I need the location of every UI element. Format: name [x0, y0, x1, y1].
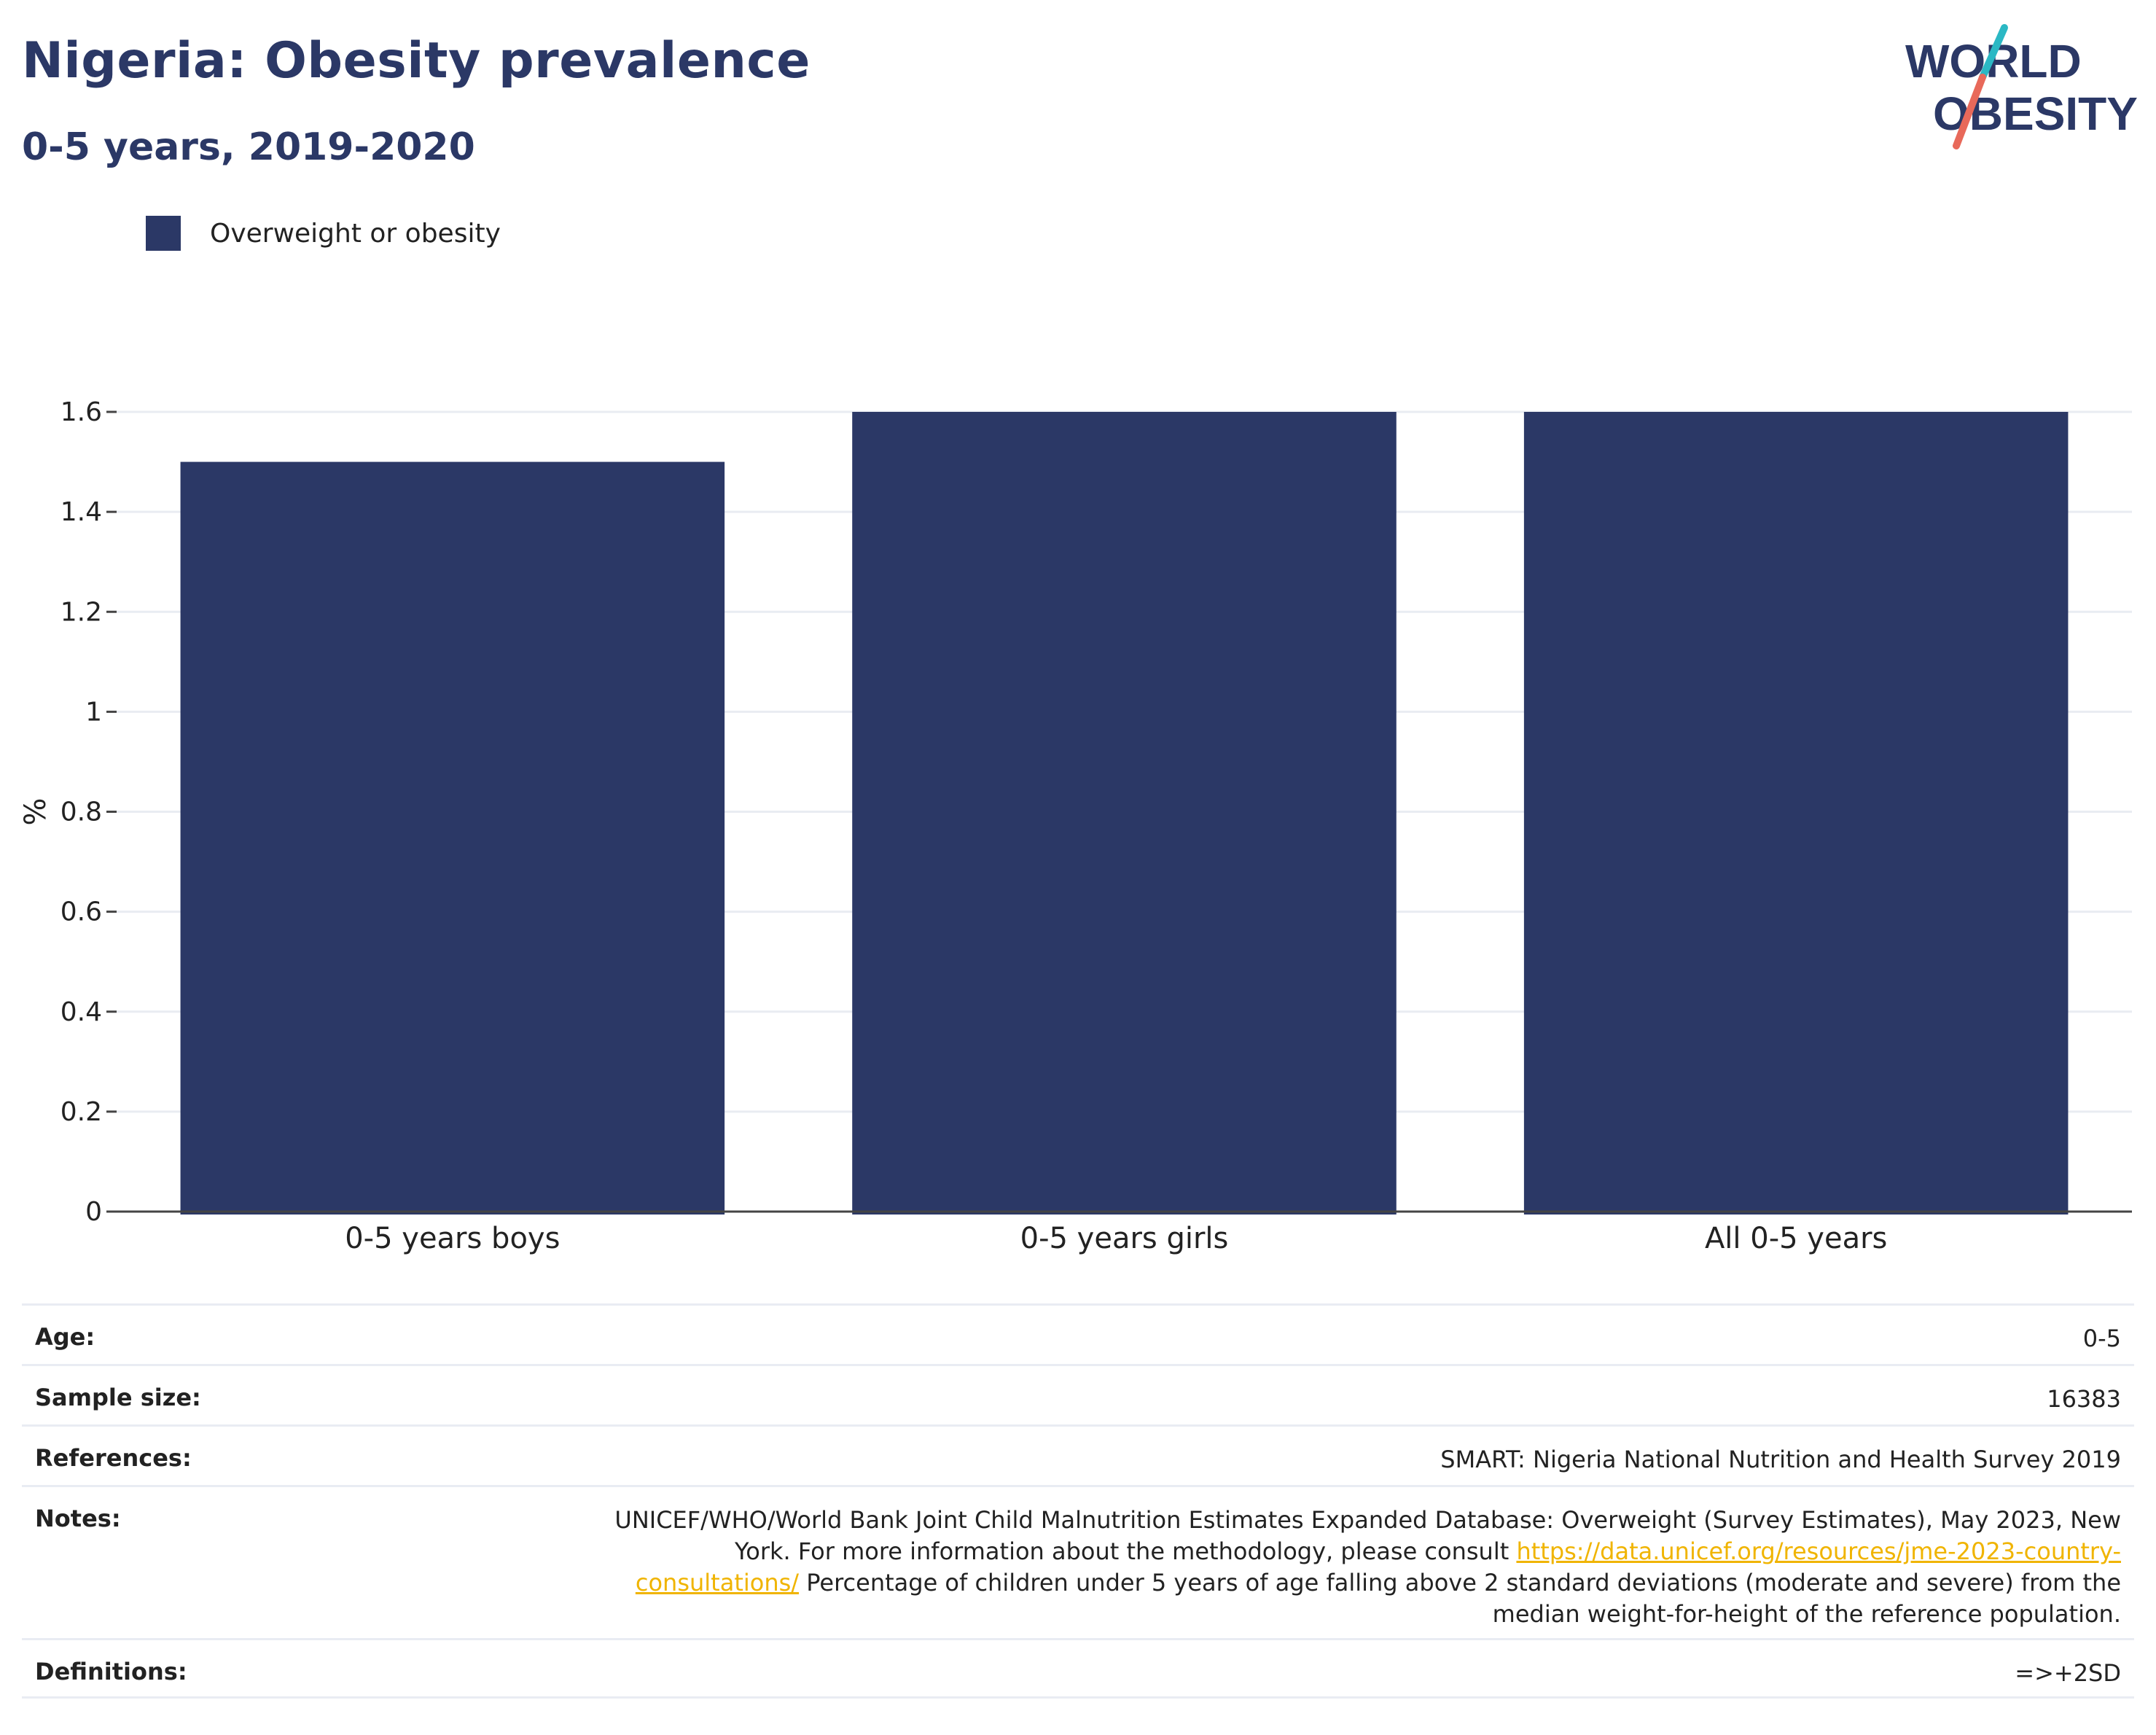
bar-chart: 0 0.2 0.4 0.6 0.8 1 1.2 1.4 1.6% 0-5 years boys 0-…: [19, 397, 2132, 1255]
references-value: SMART: Nigeria National Nutrition and He…: [1440, 1446, 2121, 1473]
y-tick-label: 0.2: [60, 1097, 102, 1127]
info-row-notes: Notes: UNICEF/WHO/World Bank Joint Child…: [22, 1485, 2134, 1638]
notes-label: Notes:: [35, 1505, 121, 1532]
age-label: Age:: [35, 1323, 95, 1351]
y-axis-label: %: [19, 798, 52, 825]
legend-swatch: [146, 216, 181, 251]
methodology-link[interactable]: https://data.unicef.org/resources/jme-20…: [635, 1537, 2121, 1596]
references-label: References:: [35, 1444, 192, 1472]
y-tick-label: 0.6: [60, 897, 102, 927]
info-row-references: References: SMART: Nigeria National Nutr…: [22, 1424, 2134, 1485]
definitions-label: Definitions:: [35, 1658, 187, 1685]
bar: [852, 412, 1397, 1214]
legend: Overweight or obesity: [146, 216, 501, 251]
x-tick-label: All 0-5 years: [1705, 1222, 1887, 1255]
sample-size-label: Sample size:: [35, 1384, 201, 1411]
bar: [180, 461, 725, 1214]
info-row-sample-size: Sample size: 16383: [22, 1364, 2134, 1424]
y-tick-label: 1.6: [60, 397, 102, 427]
notes-text-after-link: Percentage of children under 5 years of …: [799, 1569, 2121, 1628]
notes-value: UNICEF/WHO/World Bank Joint Child Malnut…: [590, 1505, 2121, 1638]
legend-label: Overweight or obesity: [210, 218, 501, 249]
y-tick-label: 0: [85, 1197, 102, 1227]
notes-text-before-link: UNICEF/WHO/World Bank Joint Child Malnut…: [614, 1506, 2121, 1565]
logo-slash-top: [1979, 24, 2008, 81]
definitions-value: =>+2SD: [2015, 1659, 2121, 1687]
world-obesity-logo: WORLD OBESITY: [1905, 24, 2138, 149]
y-tick-label: 0.8: [60, 798, 102, 827]
info-row-age: Age: 0-5: [22, 1303, 2134, 1364]
y-tick-label: 1: [85, 697, 102, 727]
page-subtitle: 0-5 years, 2019-2020: [22, 125, 475, 169]
info-row-definitions: Definitions: =>+2SD: [22, 1638, 2134, 1699]
y-tick-label: 1.2: [60, 597, 102, 627]
logo-slash-bottom: [1953, 74, 1986, 149]
page-title: Nigeria: Obesity prevalence: [22, 32, 811, 90]
x-tick-label: 0-5 years girls: [1020, 1222, 1229, 1255]
y-tick-label: 0.4: [60, 997, 102, 1027]
info-table: Age: 0-5 Sample size: 16383 References: …: [22, 1303, 2134, 1699]
y-tick-label: 1.4: [60, 497, 102, 527]
x-tick-label: 0-5 years boys: [345, 1222, 560, 1255]
sample-size-value: 16383: [2047, 1385, 2121, 1413]
bar: [1523, 412, 2069, 1214]
age-value: 0-5: [2082, 1325, 2121, 1352]
